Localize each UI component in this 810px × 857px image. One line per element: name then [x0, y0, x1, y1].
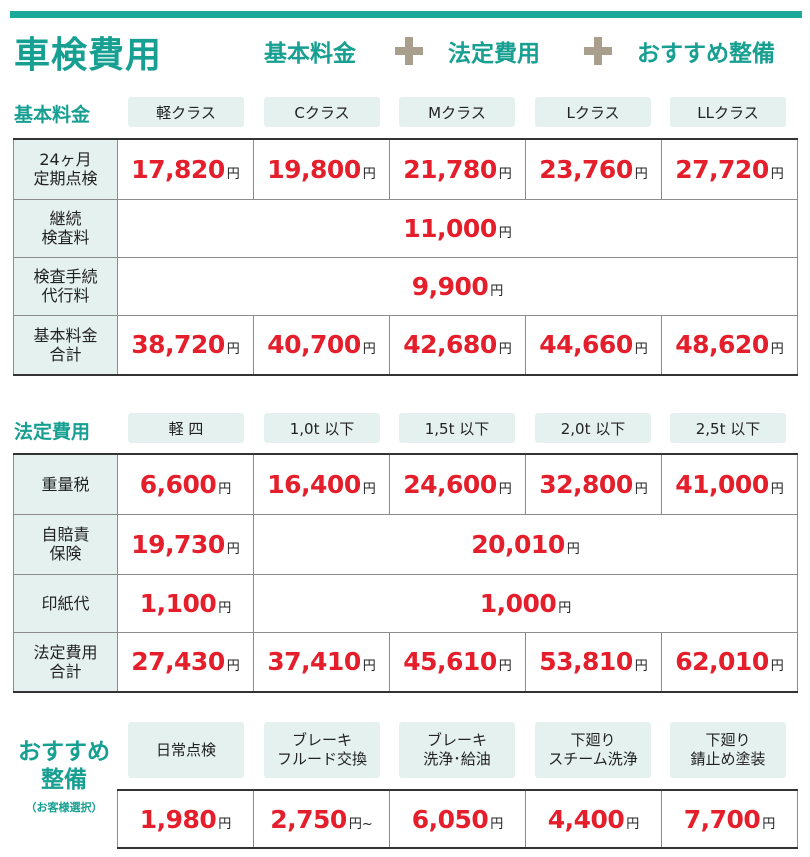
legal-fee-table: 重量税 6,600 円 16,400 円 24,600 円 32,800 円 41,00… [13, 453, 798, 693]
row-label: 検査手続 代行料 [13, 256, 118, 316]
service-header: ブレーキ フルード交換 [264, 722, 380, 778]
top-accent-rule [10, 11, 802, 18]
price-cell: 38,720 円 [117, 314, 254, 376]
price-cell: 7,700 円 [661, 789, 798, 849]
price-cell: 53,810 円 [525, 631, 662, 693]
price-cell: 24,600 円 [389, 453, 526, 515]
class-header: Lクラス [535, 97, 651, 127]
weight-class-header: 2,5t 以下 [670, 413, 786, 443]
price-cell: 9,900 円 [117, 256, 798, 316]
table-row: 基本料金 合計 38,720 円 40,700 円 42,680 円 44,660 円 … [13, 314, 798, 376]
price-cell: 45,610 円 [389, 631, 526, 693]
price-cell: 41,000 円 [661, 453, 798, 515]
price-cell: 62,010 円 [661, 631, 798, 693]
price-cell: 16,400 円 [253, 453, 390, 515]
price-cell: 4,400 円 [525, 789, 662, 849]
table-row: 24ヶ月 定期点検 17,820 円 19,800 円 21,780 円 23,760… [13, 138, 798, 200]
formula-legal-fee: 法定費用 [448, 41, 540, 67]
weight-class-header: 1,0t 以下 [264, 413, 380, 443]
row-label: 法定費用 合計 [13, 631, 118, 693]
price-cell: 44,660 円 [525, 314, 662, 376]
row-label: 重量税 [13, 453, 118, 515]
price-cell: 37,410 円 [253, 631, 390, 693]
service-header: 下廻り 錆止め塗装 [670, 722, 786, 778]
price-cell: 1,100 円 [117, 573, 254, 633]
price-cell: 32,800 円 [525, 453, 662, 515]
weight-class-header: 2,0t 以下 [535, 413, 651, 443]
class-header: 軽クラス [128, 97, 244, 127]
price-cell: 11,000 円 [117, 198, 798, 258]
price-cell: 23,760 円 [525, 138, 662, 200]
price-cell: 2,750 円~ [253, 789, 390, 849]
plus-icon [584, 37, 612, 65]
row-label: 基本料金 合計 [13, 314, 118, 376]
table-row: 継続 検査料 11,000 円 [13, 198, 798, 258]
row-label: 継続 検査料 [13, 198, 118, 258]
weight-class-header: 軽 四 [128, 413, 244, 443]
recommended-section-label: おすすめ 整備 [18, 739, 110, 793]
price-cell: 6,600 円 [117, 453, 254, 515]
price-cell: 40,700 円 [253, 314, 390, 376]
price-cell: 20,010 円 [253, 513, 798, 575]
page-title: 車検費用 [14, 35, 163, 76]
formula-basic-fee: 基本料金 [264, 41, 356, 67]
price-cell: 27,430 円 [117, 631, 254, 693]
table-row: 印紙代 1,100 円 1,000 円 [13, 573, 798, 633]
table-row: 重量税 6,600 円 16,400 円 24,600 円 32,800 円 41,00… [13, 453, 798, 515]
class-header: Cクラス [264, 97, 380, 127]
row-label: 印紙代 [13, 573, 118, 633]
legal-section-label: 法定費用 [14, 421, 91, 443]
price-cell: 6,050 円 [389, 789, 526, 849]
weight-class-header: 1,5t 以下 [399, 413, 515, 443]
price-cell: 1,980 円 [117, 789, 254, 849]
price-cell: 21,780 円 [389, 138, 526, 200]
price-cell: 19,800 円 [253, 138, 390, 200]
price-cell: 19,730 円 [117, 513, 254, 575]
plus-icon [395, 37, 423, 65]
service-header: 下廻り スチーム洗浄 [535, 722, 651, 778]
service-header: 日常点検 [128, 722, 244, 778]
recommended-note: （お客様選択） [25, 801, 103, 814]
basic-section-label: 基本料金 [14, 104, 91, 126]
formula-recommended: おすすめ整備 [637, 41, 775, 67]
table-row: 自賠責 保険 19,730 円 20,010 円 [13, 513, 798, 575]
class-header: LLクラス [670, 97, 786, 127]
table-row: 1,980 円 2,750 円~ 6,050 円 4,400 円 7,700 円 [117, 789, 798, 849]
table-row: 法定費用 合計 27,430 円 37,410 円 45,610 円 53,810 円 … [13, 631, 798, 693]
price-cell: 48,620 円 [661, 314, 798, 376]
row-label: 自賠責 保険 [13, 513, 118, 575]
basic-fee-table: 24ヶ月 定期点検 17,820 円 19,800 円 21,780 円 23,760… [13, 138, 798, 376]
price-cell: 27,720 円 [661, 138, 798, 200]
price-cell: 1,000 円 [253, 573, 798, 633]
recommended-fee-table: 1,980 円 2,750 円~ 6,050 円 4,400 円 7,700 円 [117, 789, 798, 849]
class-header: Mクラス [399, 97, 515, 127]
row-label: 24ヶ月 定期点検 [13, 138, 118, 200]
service-header: ブレーキ 洗浄･給油 [399, 722, 515, 778]
price-cell: 42,680 円 [389, 314, 526, 376]
price-cell: 17,820 円 [117, 138, 254, 200]
table-row: 検査手続 代行料 9,900 円 [13, 256, 798, 316]
